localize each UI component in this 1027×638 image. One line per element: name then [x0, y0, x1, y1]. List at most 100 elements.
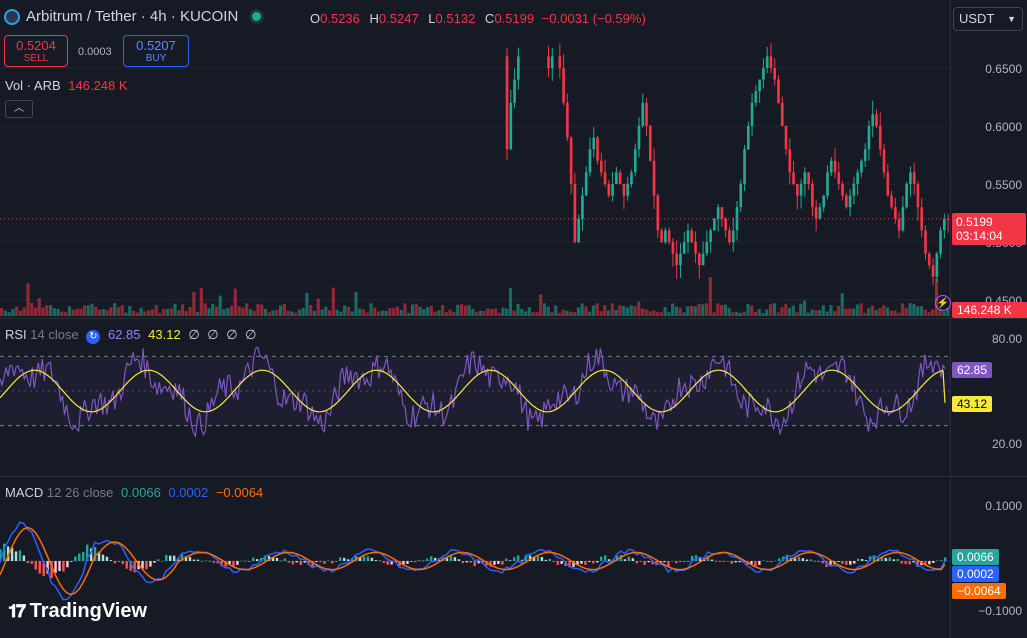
candle-body	[927, 253, 931, 266]
candle-body	[826, 172, 829, 196]
close-label: C	[484, 11, 495, 26]
macd-histogram-bar	[797, 556, 801, 561]
macd-histogram-bar	[651, 561, 654, 565]
pane-separator[interactable]	[0, 318, 1027, 319]
macd-histogram-bar	[762, 560, 765, 562]
volume-bar	[373, 307, 377, 316]
rsi-value: 62.85	[107, 327, 141, 342]
candle-body	[754, 91, 758, 103]
volume-label: Vol · ARB	[5, 78, 61, 93]
rsi-axis[interactable]: 80.00 20.00	[950, 320, 1027, 475]
volume-bar	[848, 308, 852, 316]
macd-histogram-bar	[635, 561, 638, 564]
macd-histogram-bar	[220, 561, 223, 567]
candle-body	[867, 126, 871, 150]
high-value: 0.5247	[378, 11, 419, 26]
chevron-down-icon: ▼	[1007, 14, 1016, 24]
volume-bar	[603, 305, 607, 316]
collapse-button[interactable]: ︿	[5, 100, 33, 118]
volume-bar	[248, 309, 252, 316]
volume-bar	[294, 312, 298, 316]
refresh-icon[interactable]: ↻	[86, 330, 101, 344]
volume-bar	[18, 310, 23, 316]
macd-histogram-bar	[773, 560, 777, 562]
macd-histogram-bar	[766, 560, 769, 562]
macd-histogram-bar	[679, 561, 682, 562]
symbol-logo-icon[interactable]	[4, 8, 20, 25]
candle-body	[566, 102, 569, 138]
candle-body	[581, 195, 584, 219]
macd-pane[interactable]	[0, 477, 950, 638]
rsi-value-tag: 62.85	[952, 362, 993, 378]
volume-bar	[761, 312, 765, 316]
volume-bar	[459, 304, 464, 316]
volume-bar	[237, 306, 241, 316]
volume-bar	[840, 293, 844, 316]
macd-histogram-bar	[457, 559, 461, 561]
macd-histogram-bar	[493, 561, 496, 565]
macd-histogram-bar	[275, 557, 279, 561]
volume-bar	[818, 310, 822, 316]
buy-label: BUY	[145, 53, 167, 64]
volume-bar	[588, 311, 592, 316]
sell-button[interactable]: 0.5204 SELL	[4, 35, 68, 67]
rsi-pane[interactable]	[0, 320, 950, 475]
volume-bar	[874, 310, 878, 316]
price-chart-pane[interactable]	[0, 0, 950, 318]
currency-select[interactable]: USDT ▼	[953, 7, 1023, 31]
macd-histogram-bar	[880, 557, 884, 561]
volume-bar	[655, 311, 660, 316]
buy-button[interactable]: 0.5207 BUY	[123, 35, 189, 67]
macd-histogram-bar	[643, 561, 646, 565]
volume-bar	[196, 311, 200, 316]
macd-histogram-bar	[809, 559, 812, 561]
macd-line	[0, 521, 946, 601]
volume-bar	[15, 306, 19, 316]
volume-bar	[418, 306, 422, 316]
volume-bar	[433, 311, 437, 316]
candle-body	[694, 242, 697, 254]
candle-body	[622, 184, 626, 196]
macd-histogram-bar	[738, 561, 741, 563]
symbol-title[interactable]: Arbitrum / Tether · 4h · KUCOIN	[26, 8, 239, 25]
volume-bar	[26, 283, 30, 316]
tradingview-logo[interactable]: 𝟏𝟕 TradingView	[8, 600, 147, 623]
macd-histogram-bar	[813, 560, 816, 562]
macd-histogram-bar	[263, 555, 267, 561]
macd-histogram-bar	[675, 561, 678, 564]
volume-bar	[456, 304, 460, 316]
volume-bar	[214, 306, 219, 316]
volume-tag: 146.248 K	[952, 302, 1027, 318]
volume-bar	[546, 306, 550, 316]
candle-body	[769, 56, 773, 68]
macd-histogram-bar	[683, 561, 686, 562]
rsi-tick: 80.00	[991, 332, 1022, 346]
macd-histogram-bar	[410, 561, 413, 562]
candle-body	[716, 207, 720, 219]
macd-histogram-bar	[623, 559, 627, 561]
volume-bar	[633, 306, 637, 316]
rsi-placeholder: ∅	[226, 327, 238, 342]
macd-axis[interactable]: 0.1000 −0.1000	[950, 477, 1027, 638]
candle-body	[667, 230, 671, 242]
volume-bar	[192, 291, 196, 316]
lightning-icon[interactable]: ⚡	[935, 295, 951, 311]
volume-bar	[723, 304, 727, 316]
candle-body	[796, 184, 799, 196]
market-status-dot-icon	[252, 12, 262, 21]
macd-histogram-bar	[489, 561, 492, 567]
volume-bar	[52, 308, 56, 316]
macd-histogram-bar	[540, 557, 544, 561]
macd-histogram-bar	[469, 561, 472, 563]
volume-bar	[226, 307, 230, 316]
volume-bar	[233, 288, 237, 316]
macd-histogram-bar	[445, 558, 449, 561]
macd-histogram-bar	[888, 557, 892, 561]
volume-bar	[885, 307, 890, 316]
volume-bar	[746, 303, 750, 316]
candle-body	[905, 184, 908, 208]
pane-separator[interactable]	[0, 476, 1027, 477]
volume-bar	[331, 287, 335, 316]
candle-body	[547, 56, 550, 68]
